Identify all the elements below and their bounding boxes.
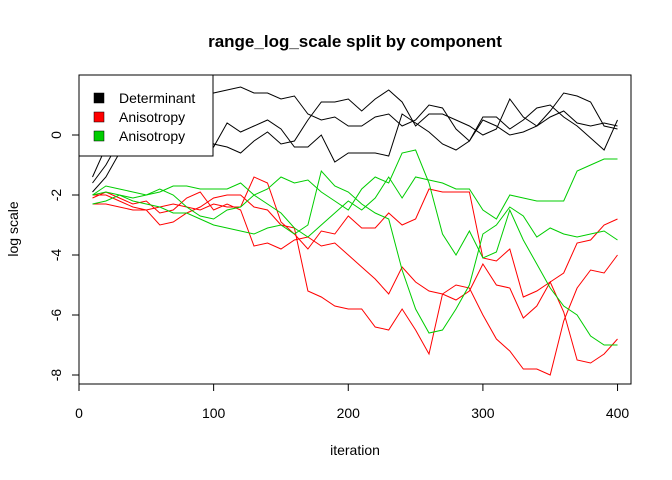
y-axis: -8 -6 -4 -2 0 <box>48 131 80 382</box>
x-tick-label: 0 <box>75 405 83 421</box>
legend-swatch <box>93 92 105 104</box>
x-tick-label: 200 <box>337 405 361 421</box>
legend-label: Determinant <box>119 90 195 106</box>
legend-swatch <box>93 130 105 142</box>
y-tick-label: -8 <box>48 369 64 382</box>
y-tick-label: 0 <box>48 131 64 139</box>
y-axis-label: log scale <box>5 201 21 256</box>
legend-label: Anisotropy <box>119 128 185 144</box>
series-line-4 <box>92 176 618 298</box>
series-line-7 <box>92 158 618 238</box>
y-tick-label: -2 <box>48 189 64 202</box>
x-axis-label: iteration <box>330 442 380 458</box>
x-tick-label: 400 <box>606 405 630 421</box>
legend-label: Anisotropy <box>119 109 185 125</box>
x-tick-label: 100 <box>202 405 226 421</box>
series-line-5 <box>92 194 618 376</box>
x-tick-label: 300 <box>471 405 495 421</box>
x-axis: 0 100 200 300 400 <box>75 383 630 421</box>
y-tick-label: -4 <box>48 249 64 262</box>
series-line-6 <box>92 191 618 364</box>
chart-title: range_log_scale split by component <box>208 32 502 51</box>
series-line-9 <box>92 149 618 346</box>
series-line-8 <box>92 169 618 334</box>
legend: Determinant Anisotropy Anisotropy <box>78 74 214 157</box>
legend-swatch <box>93 111 105 123</box>
y-tick-label: -6 <box>48 309 64 322</box>
